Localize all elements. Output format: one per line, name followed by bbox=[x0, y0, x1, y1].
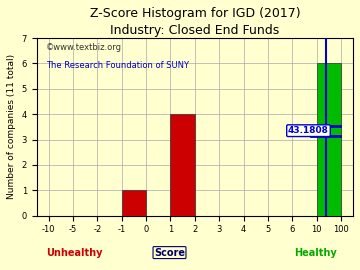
Text: Healthy: Healthy bbox=[294, 248, 337, 258]
Text: 43.1808: 43.1808 bbox=[288, 126, 329, 135]
Title: Z-Score Histogram for IGD (2017)
Industry: Closed End Funds: Z-Score Histogram for IGD (2017) Industr… bbox=[90, 7, 300, 37]
Text: The Research Foundation of SUNY: The Research Foundation of SUNY bbox=[46, 61, 189, 70]
Bar bbox=[122, 190, 146, 216]
Bar bbox=[171, 114, 195, 216]
Text: Score: Score bbox=[154, 248, 185, 258]
Bar bbox=[316, 63, 341, 216]
Y-axis label: Number of companies (11 total): Number of companies (11 total) bbox=[7, 54, 16, 200]
Text: Unhealthy: Unhealthy bbox=[46, 248, 103, 258]
Text: ©www.textbiz.org: ©www.textbiz.org bbox=[46, 43, 122, 52]
